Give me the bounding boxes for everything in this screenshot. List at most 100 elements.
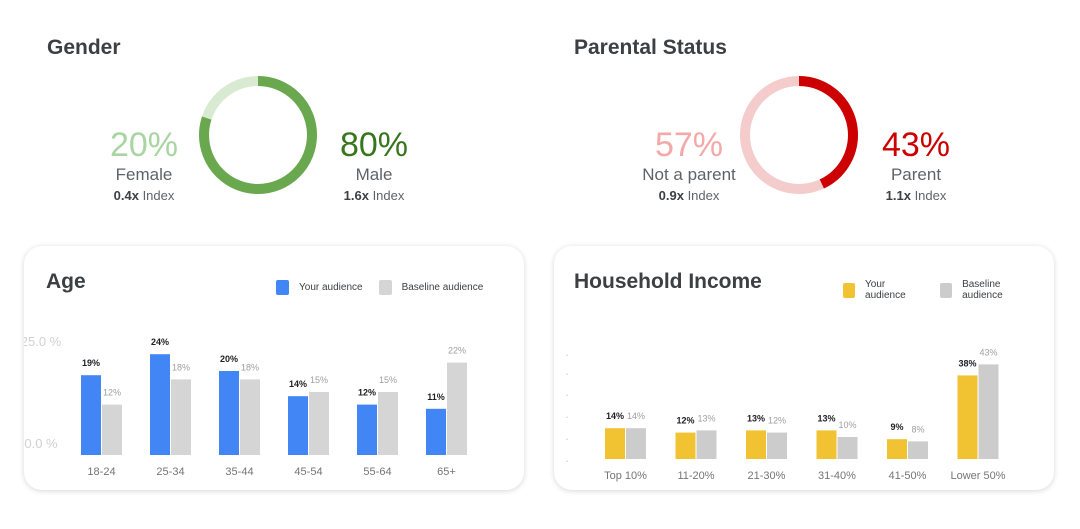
bar-data-label: 14% <box>627 411 645 421</box>
category-label: 41-50% <box>889 470 927 482</box>
bar-data-label: 13% <box>697 413 715 423</box>
gender-donut <box>199 76 317 194</box>
bar-data-label: 20% <box>220 354 238 364</box>
category-label: 65+ <box>437 466 456 478</box>
bar-your-audience[interactable] <box>816 430 837 459</box>
legend-label-baseline: Baseline audience <box>962 279 1003 301</box>
bar-data-label: 12% <box>768 416 786 426</box>
bar-data-label: 43% <box>979 347 997 357</box>
legend-swatch-baseline <box>378 280 392 295</box>
category-label: 21-30% <box>748 470 786 482</box>
bar-data-label: 8% <box>911 424 924 434</box>
donut-slice-male <box>199 76 317 194</box>
bar-data-label: 13% <box>817 413 835 423</box>
income-legend-baseline: Baseline audience <box>940 279 1038 301</box>
age-legend: Your audience Baseline audience <box>276 280 499 295</box>
bar-data-label: 13% <box>747 413 765 423</box>
y-tick-label: . <box>565 363 569 378</box>
bar-your-audience[interactable] <box>957 375 978 459</box>
bar-baseline-audience[interactable] <box>240 379 260 455</box>
legend-label-yours: Your audience <box>299 282 363 293</box>
bar-baseline-audience[interactable] <box>447 362 467 455</box>
bar-data-label: 12% <box>676 416 694 426</box>
category-label: 18-24 <box>87 466 115 478</box>
category-label: 35-44 <box>225 466 253 478</box>
not-parent-label: Not a parent <box>642 165 736 184</box>
bar-baseline-audience[interactable] <box>908 441 928 459</box>
legend-swatch-baseline <box>940 282 953 298</box>
category-label: 25-34 <box>156 466 184 478</box>
y-tick-label: . <box>565 344 569 359</box>
legend-label-baseline: Baseline audience <box>401 282 484 293</box>
male-stat: 80% Male 1.6x Index <box>318 126 430 206</box>
age-title: Age <box>46 270 86 293</box>
bar-baseline-audience[interactable] <box>171 379 191 455</box>
age-legend-baseline: Baseline audience <box>378 280 484 295</box>
bar-your-audience[interactable] <box>887 439 907 459</box>
bar-your-audience[interactable] <box>81 375 101 455</box>
bar-your-audience[interactable] <box>357 404 377 455</box>
age-card: Age Your audience Baseline audience 25.0… <box>24 246 524 490</box>
bar-data-label: 11% <box>427 392 445 402</box>
bar-baseline-audience[interactable] <box>767 432 787 459</box>
parental-title: Parental Status <box>574 36 727 59</box>
category-label: Lower 50% <box>950 470 1005 482</box>
bar-your-audience[interactable] <box>219 371 239 455</box>
y-tick-label: 0.0 % <box>24 436 58 451</box>
bar-baseline-audience[interactable] <box>626 428 646 459</box>
bar-data-label: 10% <box>838 420 856 430</box>
female-stat: 20% Female 0.4x Index <box>88 126 200 206</box>
income-card: Household Income Your audience Baseline … <box>554 246 1054 490</box>
bar-your-audience[interactable] <box>605 428 625 459</box>
income-title: Household Income <box>574 270 762 293</box>
not-parent-index: 0.9x Index <box>658 188 720 203</box>
bar-baseline-audience[interactable] <box>378 392 398 455</box>
bar-baseline-audience[interactable] <box>696 430 717 459</box>
y-tick-label: . <box>565 406 569 421</box>
parent-label: Parent <box>890 165 942 184</box>
bar-data-label: 15% <box>310 375 328 385</box>
y-tick-label: . <box>565 384 569 399</box>
category-label: 45-54 <box>294 466 322 478</box>
bar-your-audience[interactable] <box>746 430 766 459</box>
parental-donut <box>740 76 858 194</box>
bar-data-label: 14% <box>606 411 624 421</box>
y-tick-label: 25.0 % <box>24 334 62 349</box>
bar-data-label: 24% <box>151 337 169 347</box>
bar-baseline-audience[interactable] <box>837 437 858 459</box>
income-legend: Your audience Baseline audience <box>843 279 1054 301</box>
bar-your-audience[interactable] <box>426 408 446 455</box>
bar-data-label: 18% <box>172 362 190 372</box>
legend-label-yours: Your audience <box>865 279 906 301</box>
bar-baseline-audience[interactable] <box>309 392 329 455</box>
bar-data-label: 22% <box>448 346 466 356</box>
bar-your-audience[interactable] <box>288 396 308 455</box>
category-label: 55-64 <box>363 466 391 478</box>
category-label: 31-40% <box>818 470 856 482</box>
bar-your-audience[interactable] <box>150 354 170 455</box>
male-label: Male <box>355 165 393 184</box>
male-index: 1.6x Index <box>343 188 405 203</box>
y-tick-label: . <box>565 428 569 443</box>
parent-stat: 43% Parent 1.1x Index <box>860 126 972 206</box>
bar-baseline-audience[interactable] <box>102 404 122 455</box>
not-parent-pct: 57% <box>654 126 724 164</box>
male-pct: 80% <box>339 126 409 164</box>
female-label: Female <box>115 165 173 184</box>
bar-data-label: 15% <box>379 375 397 385</box>
age-legend-yours: Your audience <box>276 280 363 295</box>
parent-pct: 43% <box>881 126 951 164</box>
female-index: 0.4x Index <box>113 188 175 203</box>
bar-data-label: 19% <box>82 358 100 368</box>
female-pct: 20% <box>109 126 179 164</box>
y-tick-label: . <box>565 450 569 465</box>
bar-your-audience[interactable] <box>675 432 696 459</box>
bar-baseline-audience[interactable] <box>978 364 999 459</box>
bar-data-label: 9% <box>890 422 903 432</box>
bar-data-label: 12% <box>103 388 121 398</box>
bar-data-label: 12% <box>358 388 376 398</box>
bar-data-label: 14% <box>289 379 307 389</box>
income-chart: ......14% 14%Top 10%12% 13%11-20%13% 12%21-… <box>565 344 1006 482</box>
category-label: 11-20% <box>677 470 714 482</box>
gender-title: Gender <box>47 36 121 59</box>
